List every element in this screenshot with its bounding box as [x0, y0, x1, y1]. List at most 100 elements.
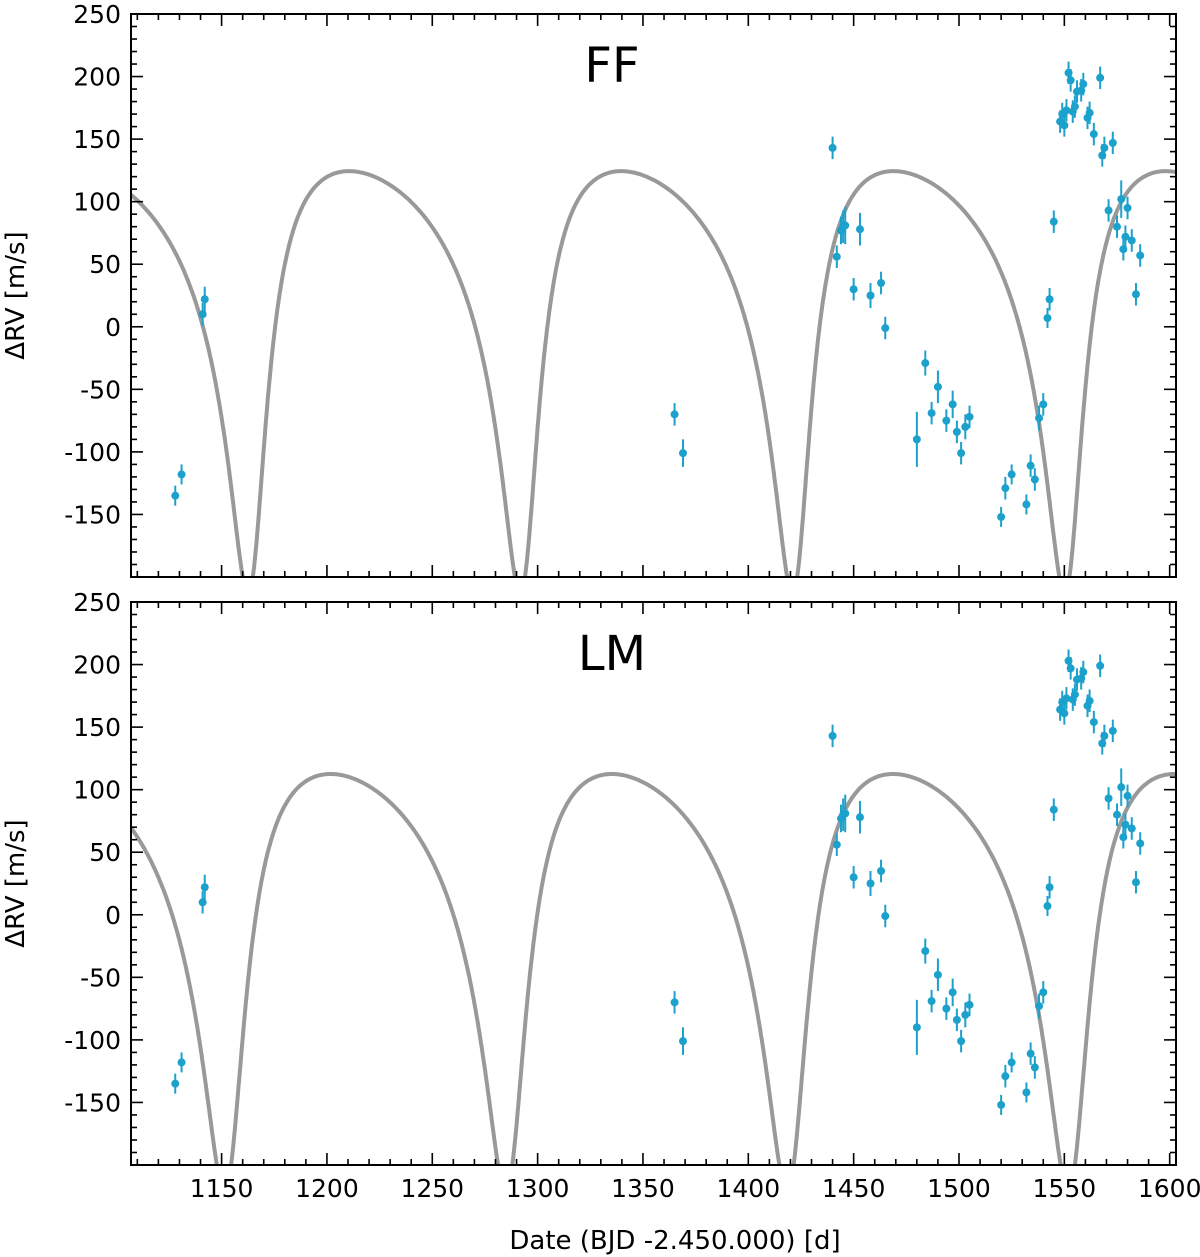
data-point — [866, 291, 875, 300]
data-point — [921, 359, 930, 368]
data-point — [1089, 718, 1098, 727]
y-tick-label: -150 — [64, 1088, 121, 1117]
data-point — [1131, 878, 1140, 887]
data-point — [957, 449, 966, 458]
x-tick-label: 1450 — [822, 1174, 886, 1203]
data-point — [952, 427, 961, 436]
data-point — [1062, 106, 1071, 115]
y-tick-label: -150 — [64, 500, 121, 529]
data-point — [670, 410, 679, 419]
data-point — [1062, 694, 1071, 703]
data-point — [1117, 195, 1126, 204]
data-point — [1127, 236, 1136, 245]
data-point — [948, 988, 957, 997]
data-point — [1007, 470, 1016, 479]
data-point — [1085, 108, 1094, 117]
data-point — [198, 310, 207, 319]
data-point — [961, 422, 970, 431]
data-point — [1066, 76, 1075, 85]
data-point — [1113, 810, 1122, 819]
data-point — [881, 912, 890, 921]
data-point — [855, 225, 864, 234]
data-point — [670, 998, 679, 1007]
data-point — [1070, 690, 1079, 699]
data-point — [200, 883, 209, 892]
data-point — [921, 947, 930, 956]
panel-label: FF — [584, 38, 639, 94]
data-point — [1043, 902, 1052, 911]
data-point — [942, 416, 951, 425]
data-point — [200, 295, 209, 304]
data-point — [952, 1015, 961, 1024]
y-tick-label: 100 — [73, 188, 121, 217]
y-tick-label: -50 — [80, 963, 121, 992]
data-point — [957, 1037, 966, 1046]
data-point — [1108, 138, 1117, 147]
data-point — [841, 221, 850, 230]
x-tick-label: 1150 — [190, 1174, 254, 1203]
x-tick-label: 1350 — [611, 1174, 675, 1203]
data-point — [849, 873, 858, 882]
axes-frame — [130, 13, 1177, 578]
data-point — [1121, 232, 1130, 241]
data-point — [1035, 414, 1044, 423]
data-point — [1096, 661, 1105, 670]
data-point — [948, 400, 957, 409]
data-point — [1035, 1002, 1044, 1011]
data-point — [1089, 130, 1098, 139]
y-tick-label: 250 — [73, 0, 121, 29]
data-point — [933, 970, 942, 979]
data-point — [1117, 783, 1126, 792]
data-point — [1127, 824, 1136, 833]
data-point — [1045, 883, 1054, 892]
data-point — [1121, 820, 1130, 829]
data-point — [942, 1004, 951, 1013]
data-point — [927, 409, 936, 418]
data-point — [1049, 217, 1058, 226]
data-point — [933, 382, 942, 391]
y-tick-label: -100 — [64, 1026, 121, 1055]
x-tick-label: 1300 — [506, 1174, 570, 1203]
data-point — [1070, 102, 1079, 111]
data-point — [1001, 1072, 1010, 1081]
data-point — [1066, 664, 1075, 673]
data-point — [1049, 805, 1058, 814]
data-point — [832, 252, 841, 261]
data-point — [965, 1000, 974, 1009]
y-axis-title: ΔRV [m/s] — [1, 819, 31, 947]
data-point — [198, 898, 207, 907]
data-point — [1131, 290, 1140, 299]
data-point — [1060, 121, 1069, 130]
data-point — [961, 1010, 970, 1019]
data-point — [1060, 709, 1069, 718]
data-point — [1104, 206, 1113, 215]
x-tick-label: 1600 — [1138, 1174, 1200, 1203]
y-tick-label: -100 — [64, 438, 121, 467]
panel-ff: -150 -100 -50 0 50 100 150 200 250 ΔRV [m/s] FF — [1, 0, 1177, 578]
y-tick-label: -50 — [80, 375, 121, 404]
axes-frame — [130, 601, 1177, 1166]
data-point — [828, 731, 837, 740]
x-tick-label: 1500 — [927, 1174, 991, 1203]
y-tick-label: 100 — [73, 776, 121, 805]
data-point — [997, 1100, 1006, 1109]
data-point — [849, 285, 858, 294]
data-point — [1104, 794, 1113, 803]
data-point — [828, 143, 837, 152]
data-point — [1096, 73, 1105, 82]
data-point — [1026, 1049, 1035, 1058]
data-point — [171, 491, 180, 500]
y-tick-label: 200 — [73, 63, 121, 92]
data-point — [678, 449, 687, 458]
data-point — [881, 324, 890, 333]
data-point — [1030, 1063, 1039, 1072]
data-point — [997, 512, 1006, 521]
data-point — [177, 470, 186, 479]
data-point — [1030, 475, 1039, 484]
data-point — [1079, 80, 1088, 89]
data-point — [841, 809, 850, 818]
data-point — [866, 879, 875, 888]
data-point — [855, 813, 864, 822]
y-tick-label: 150 — [73, 125, 121, 154]
